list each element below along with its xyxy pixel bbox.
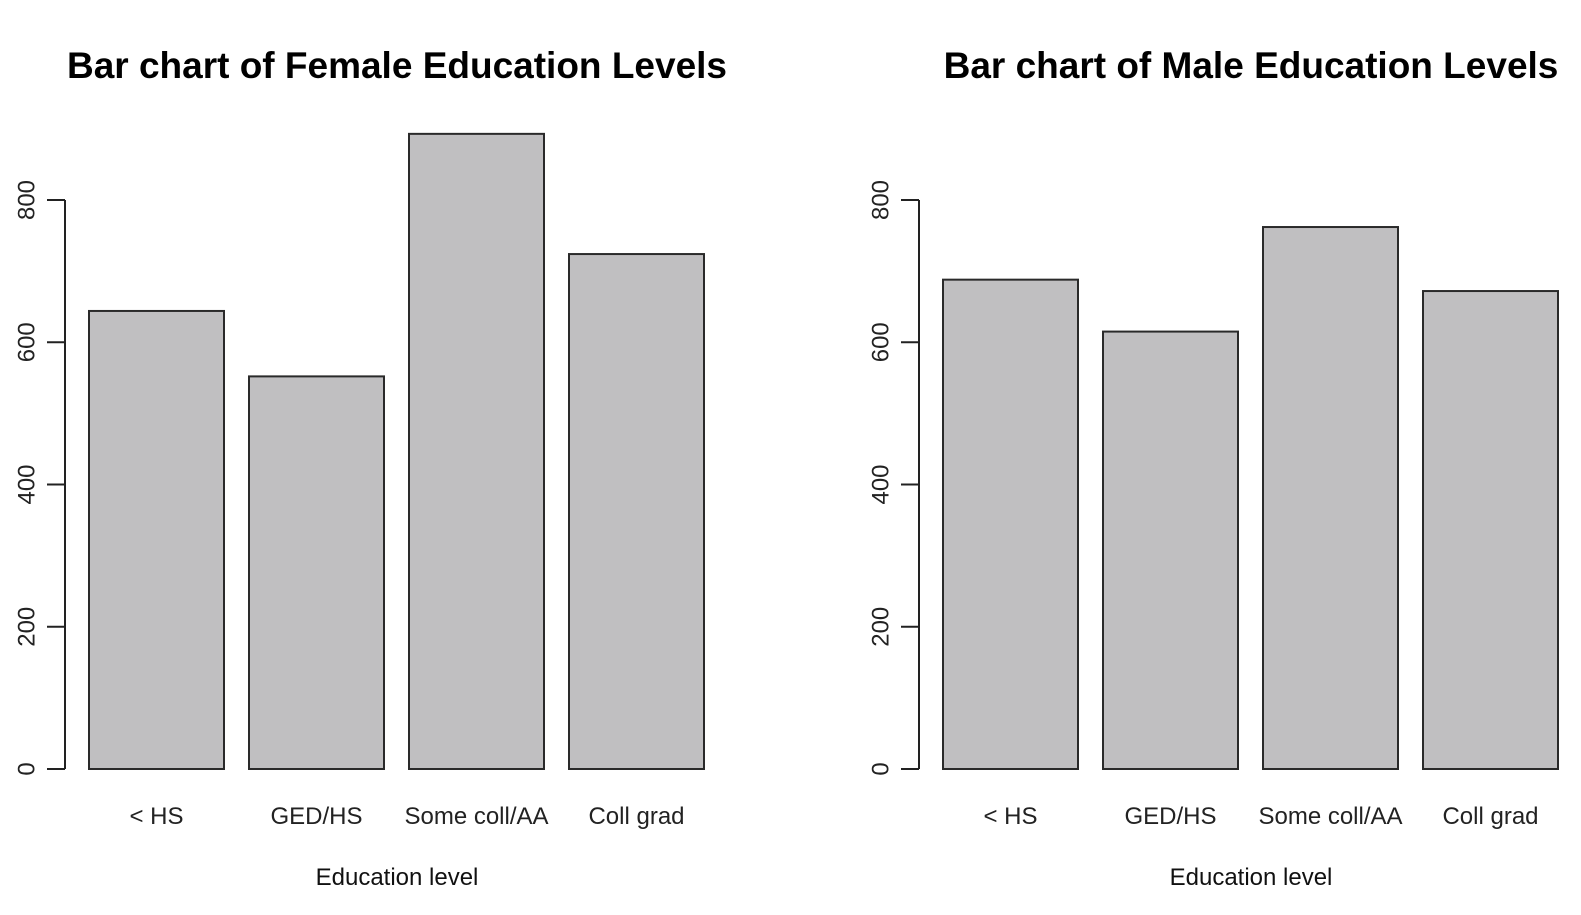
bar bbox=[1102, 330, 1239, 770]
y-tick-label: 0 bbox=[14, 762, 41, 775]
bar bbox=[248, 375, 385, 770]
bar bbox=[408, 132, 545, 770]
x-tick-label: GED/HS bbox=[1124, 803, 1216, 830]
male-y-axis: 0 200 400 600 800 bbox=[868, 180, 920, 776]
bar bbox=[942, 278, 1079, 770]
bar bbox=[568, 253, 705, 770]
y-tick-label: 400 bbox=[14, 464, 41, 504]
y-tick-label: 200 bbox=[14, 607, 41, 647]
male-education-chart: Bar chart of Male Education Levels 0 200 4… bbox=[868, 45, 1559, 891]
male-bars bbox=[942, 226, 1559, 770]
female-y-axis: 0 200 400 600 800 bbox=[14, 180, 66, 776]
male-x-tick-labels: < HS GED/HS Some coll/AA Coll grad bbox=[983, 803, 1538, 830]
y-tick-label: 400 bbox=[868, 464, 895, 504]
x-tick-label: < HS bbox=[983, 803, 1037, 830]
x-tick-label: Some coll/AA bbox=[404, 803, 548, 830]
female-bars bbox=[88, 132, 705, 770]
x-tick-label: Coll grad bbox=[1442, 803, 1538, 830]
y-tick-label: 800 bbox=[14, 180, 41, 220]
female-education-chart: Bar chart of Female Education Levels 0 20… bbox=[14, 45, 728, 891]
bar bbox=[1422, 290, 1559, 770]
male-x-axis-label: Education level bbox=[1170, 864, 1333, 891]
female-x-axis-label: Education level bbox=[316, 864, 479, 891]
x-tick-label: GED/HS bbox=[270, 803, 362, 830]
bar bbox=[88, 309, 225, 770]
male-chart-title: Bar chart of Male Education Levels bbox=[944, 45, 1559, 86]
bar bbox=[1262, 226, 1399, 770]
y-tick-label: 600 bbox=[14, 322, 41, 362]
female-x-tick-labels: < HS GED/HS Some coll/AA Coll grad bbox=[129, 803, 684, 830]
x-tick-label: < HS bbox=[129, 803, 183, 830]
y-tick-label: 200 bbox=[868, 607, 895, 647]
y-tick-label: 0 bbox=[868, 762, 895, 775]
y-tick-label: 800 bbox=[868, 180, 895, 220]
x-tick-label: Coll grad bbox=[588, 803, 684, 830]
y-tick-label: 600 bbox=[868, 322, 895, 362]
x-tick-label: Some coll/AA bbox=[1258, 803, 1402, 830]
female-chart-title: Bar chart of Female Education Levels bbox=[67, 45, 727, 86]
